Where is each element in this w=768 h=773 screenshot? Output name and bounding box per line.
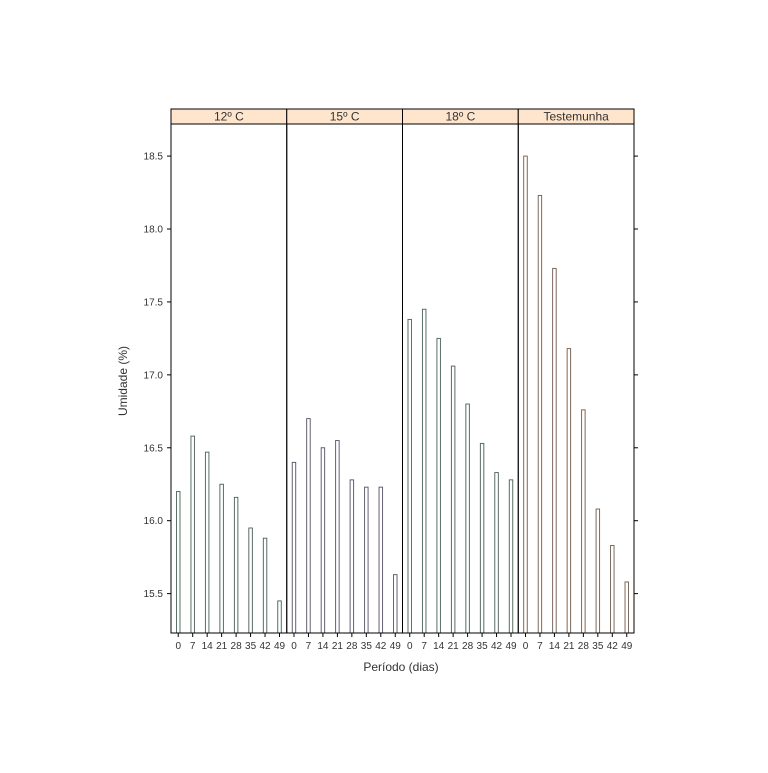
x-tick-label: 21 xyxy=(332,641,344,652)
bar xyxy=(320,447,326,634)
bar xyxy=(233,496,239,634)
panels: 12º C 15º C 18º C Testemunha xyxy=(170,108,635,634)
bar xyxy=(508,479,514,634)
bar xyxy=(450,365,456,634)
y-tick-label: 16.5 xyxy=(144,443,164,454)
bar xyxy=(364,486,369,634)
x-tick-label: 49 xyxy=(505,641,517,652)
panel-strip-label: 15º C xyxy=(330,110,360,124)
bar xyxy=(479,442,485,634)
bar xyxy=(335,439,340,634)
bar xyxy=(407,318,412,634)
x-tick-label: 21 xyxy=(448,641,460,652)
panel-frame xyxy=(517,123,635,634)
x-tick-label: 7 xyxy=(190,641,196,652)
x-tick-label: 28 xyxy=(462,641,474,652)
x-tick-label: 7 xyxy=(306,641,312,652)
x-tick-label: 35 xyxy=(245,641,257,652)
panel-strip-label: 18º C xyxy=(446,110,476,124)
bar xyxy=(566,348,572,634)
panel-3: Testemunha xyxy=(517,108,635,634)
panel-strip-label: Testemunha xyxy=(543,110,609,124)
x-tick-label: 14 xyxy=(317,641,329,652)
bar xyxy=(393,574,398,634)
bar xyxy=(537,194,543,634)
x-tick-label: 0 xyxy=(175,641,181,652)
panel-strip-label: 12º C xyxy=(214,110,244,124)
y-tick-label: 18.5 xyxy=(144,152,164,163)
bar xyxy=(595,508,601,634)
x-tick-label: 7 xyxy=(421,641,427,652)
bar xyxy=(624,581,630,634)
x-tick-label: 35 xyxy=(592,641,604,652)
bar xyxy=(349,479,355,634)
bar xyxy=(190,435,195,634)
x-tick-label: 28 xyxy=(346,641,358,652)
x-tick-label: 0 xyxy=(523,641,529,652)
axes: 0 7 14 21 28 35 42 49 0 7 14 21 28 35 42 49 0 7 14 21 28 35 42… xyxy=(144,152,638,652)
x-tick-label: 28 xyxy=(578,641,590,652)
x-tick-label: 0 xyxy=(407,641,413,652)
x-tick-label: 35 xyxy=(477,641,489,652)
bar xyxy=(262,537,268,634)
y-tick-label: 16.0 xyxy=(144,516,164,527)
bar xyxy=(436,337,441,634)
x-tick-label: 49 xyxy=(390,641,402,652)
x-tick-label: 0 xyxy=(291,641,297,652)
x-tick-label: 35 xyxy=(361,641,373,652)
bar xyxy=(248,527,253,634)
bar xyxy=(581,409,586,634)
x-tick-label: 42 xyxy=(491,641,503,652)
y-tick-label: 18.0 xyxy=(144,225,164,236)
y-tick-label: 15.5 xyxy=(144,589,164,600)
bar xyxy=(306,418,311,634)
x-tick-label: 14 xyxy=(433,641,445,652)
x-tick-label: 21 xyxy=(216,641,228,652)
bar xyxy=(610,544,615,634)
bar xyxy=(421,308,427,634)
bar xyxy=(378,486,384,634)
x-tick-label: 14 xyxy=(549,641,561,652)
x-tick-label: 42 xyxy=(259,641,271,652)
x-tick-label: 7 xyxy=(537,641,543,652)
bar xyxy=(291,461,297,634)
x-tick-label: 42 xyxy=(607,641,619,652)
panel-2: 18º C xyxy=(402,108,519,634)
x-tick-label: 28 xyxy=(231,641,243,652)
bar xyxy=(204,451,210,634)
bar xyxy=(175,491,181,634)
y-axis-title: Umidade (%) xyxy=(116,346,130,416)
x-tick-label: 21 xyxy=(563,641,575,652)
y-tick-label: 17.0 xyxy=(144,370,164,381)
bar xyxy=(277,600,282,634)
y-tick-label: 17.5 xyxy=(144,297,164,308)
x-tick-label: 49 xyxy=(274,641,286,652)
x-tick-label: 14 xyxy=(202,641,214,652)
bar xyxy=(494,472,499,634)
bar xyxy=(552,267,557,634)
bar xyxy=(523,155,528,634)
x-axis-title: Período (dias) xyxy=(363,660,438,674)
x-tick-label: 49 xyxy=(621,641,633,652)
bar xyxy=(465,403,470,634)
bar xyxy=(219,483,224,634)
x-tick-label: 42 xyxy=(375,641,387,652)
